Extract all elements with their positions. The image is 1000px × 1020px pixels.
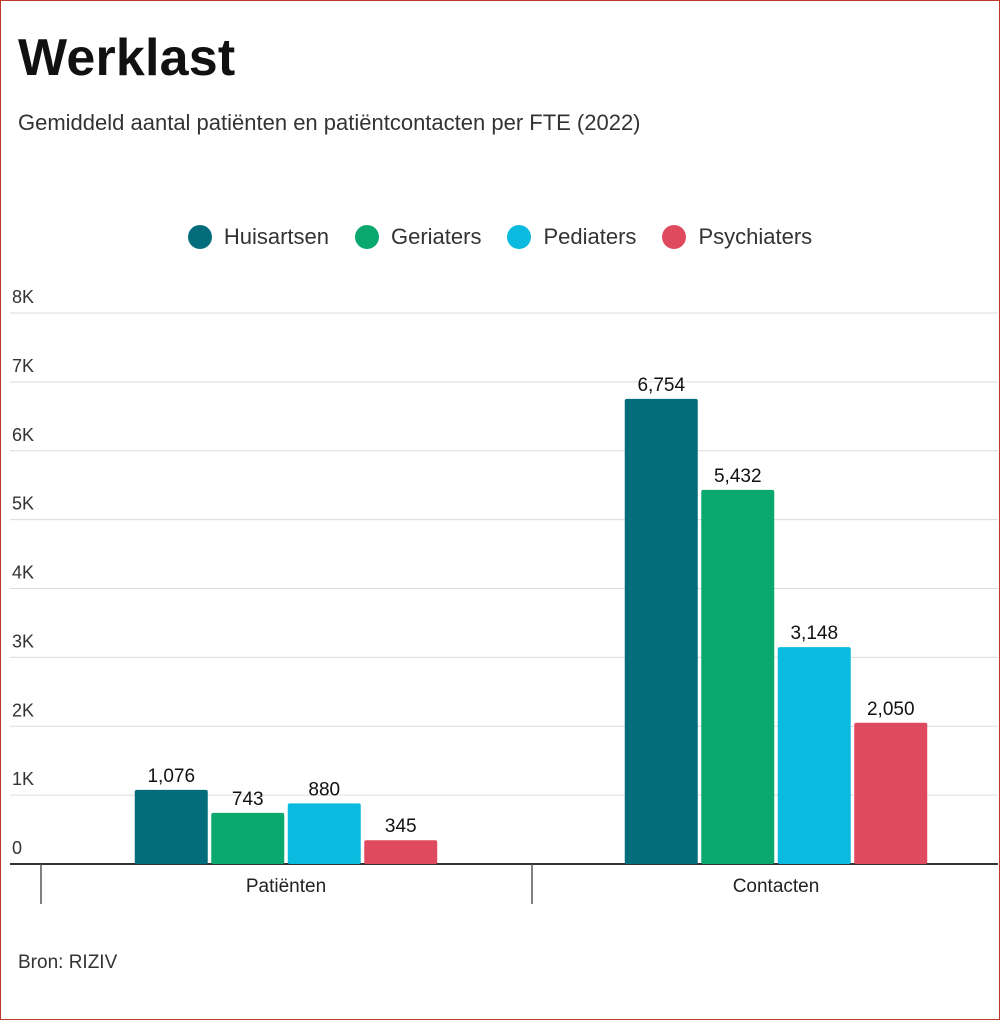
chart-subtitle: Gemiddeld aantal patiënten en patiëntcon… bbox=[18, 110, 641, 135]
x-category-label: Patiënten bbox=[246, 876, 326, 897]
y-tick-label: 7K bbox=[12, 356, 34, 376]
data-label: 3,148 bbox=[790, 623, 838, 644]
legend-swatch bbox=[355, 225, 379, 249]
source-note: Bron: RIZIV bbox=[18, 952, 118, 973]
bar-pediaters-1 bbox=[777, 647, 851, 864]
data-label: 6,754 bbox=[637, 375, 685, 396]
data-label: 1,076 bbox=[147, 766, 195, 787]
y-tick-label: 4K bbox=[12, 563, 34, 583]
y-tick-label: 3K bbox=[12, 631, 34, 651]
bar-pediaters-0 bbox=[287, 803, 361, 864]
x-category-label: Contacten bbox=[733, 876, 820, 897]
y-tick-label: 0 bbox=[12, 838, 22, 858]
legend-item-pediaters: Pediaters bbox=[507, 224, 636, 250]
y-tick-label: 1K bbox=[12, 769, 34, 789]
bar-psychiaters-1 bbox=[854, 722, 928, 864]
legend-swatch bbox=[187, 225, 212, 249]
y-tick-label: 8K bbox=[12, 287, 34, 307]
bar-huisartsen-0 bbox=[134, 789, 208, 864]
legend-item-psychiaters: Psychiaters bbox=[662, 224, 812, 250]
bar-geriaters-0 bbox=[211, 812, 285, 864]
data-label: 2,050 bbox=[867, 699, 915, 720]
bar-geriaters-1 bbox=[701, 489, 775, 864]
legend-label: Psychiaters bbox=[698, 224, 813, 249]
bar-huisartsen-1 bbox=[624, 398, 698, 864]
data-label: 743 bbox=[232, 789, 264, 810]
chart-title: Werklast bbox=[18, 29, 236, 87]
legend-label: Pediaters bbox=[543, 224, 637, 249]
data-label: 880 bbox=[308, 779, 340, 800]
bar-psychiaters-0 bbox=[364, 840, 438, 864]
legend-label: Geriaters bbox=[391, 224, 482, 249]
legend: Huisartsen Geriaters Pediaters Psychiaters bbox=[0, 224, 1000, 250]
legend-swatch bbox=[507, 225, 532, 249]
y-tick-label: 5K bbox=[12, 494, 34, 514]
legend-label: Huisartsen bbox=[223, 224, 329, 249]
legend-item-huisartsen: Huisartsen bbox=[187, 224, 329, 250]
legend-swatch bbox=[662, 225, 687, 249]
data-label: 5,432 bbox=[714, 466, 762, 487]
legend-item-geriaters: Geriaters bbox=[355, 224, 481, 250]
y-tick-label: 2K bbox=[12, 700, 34, 720]
data-label: 345 bbox=[385, 816, 417, 837]
y-tick-label: 6K bbox=[12, 425, 34, 445]
